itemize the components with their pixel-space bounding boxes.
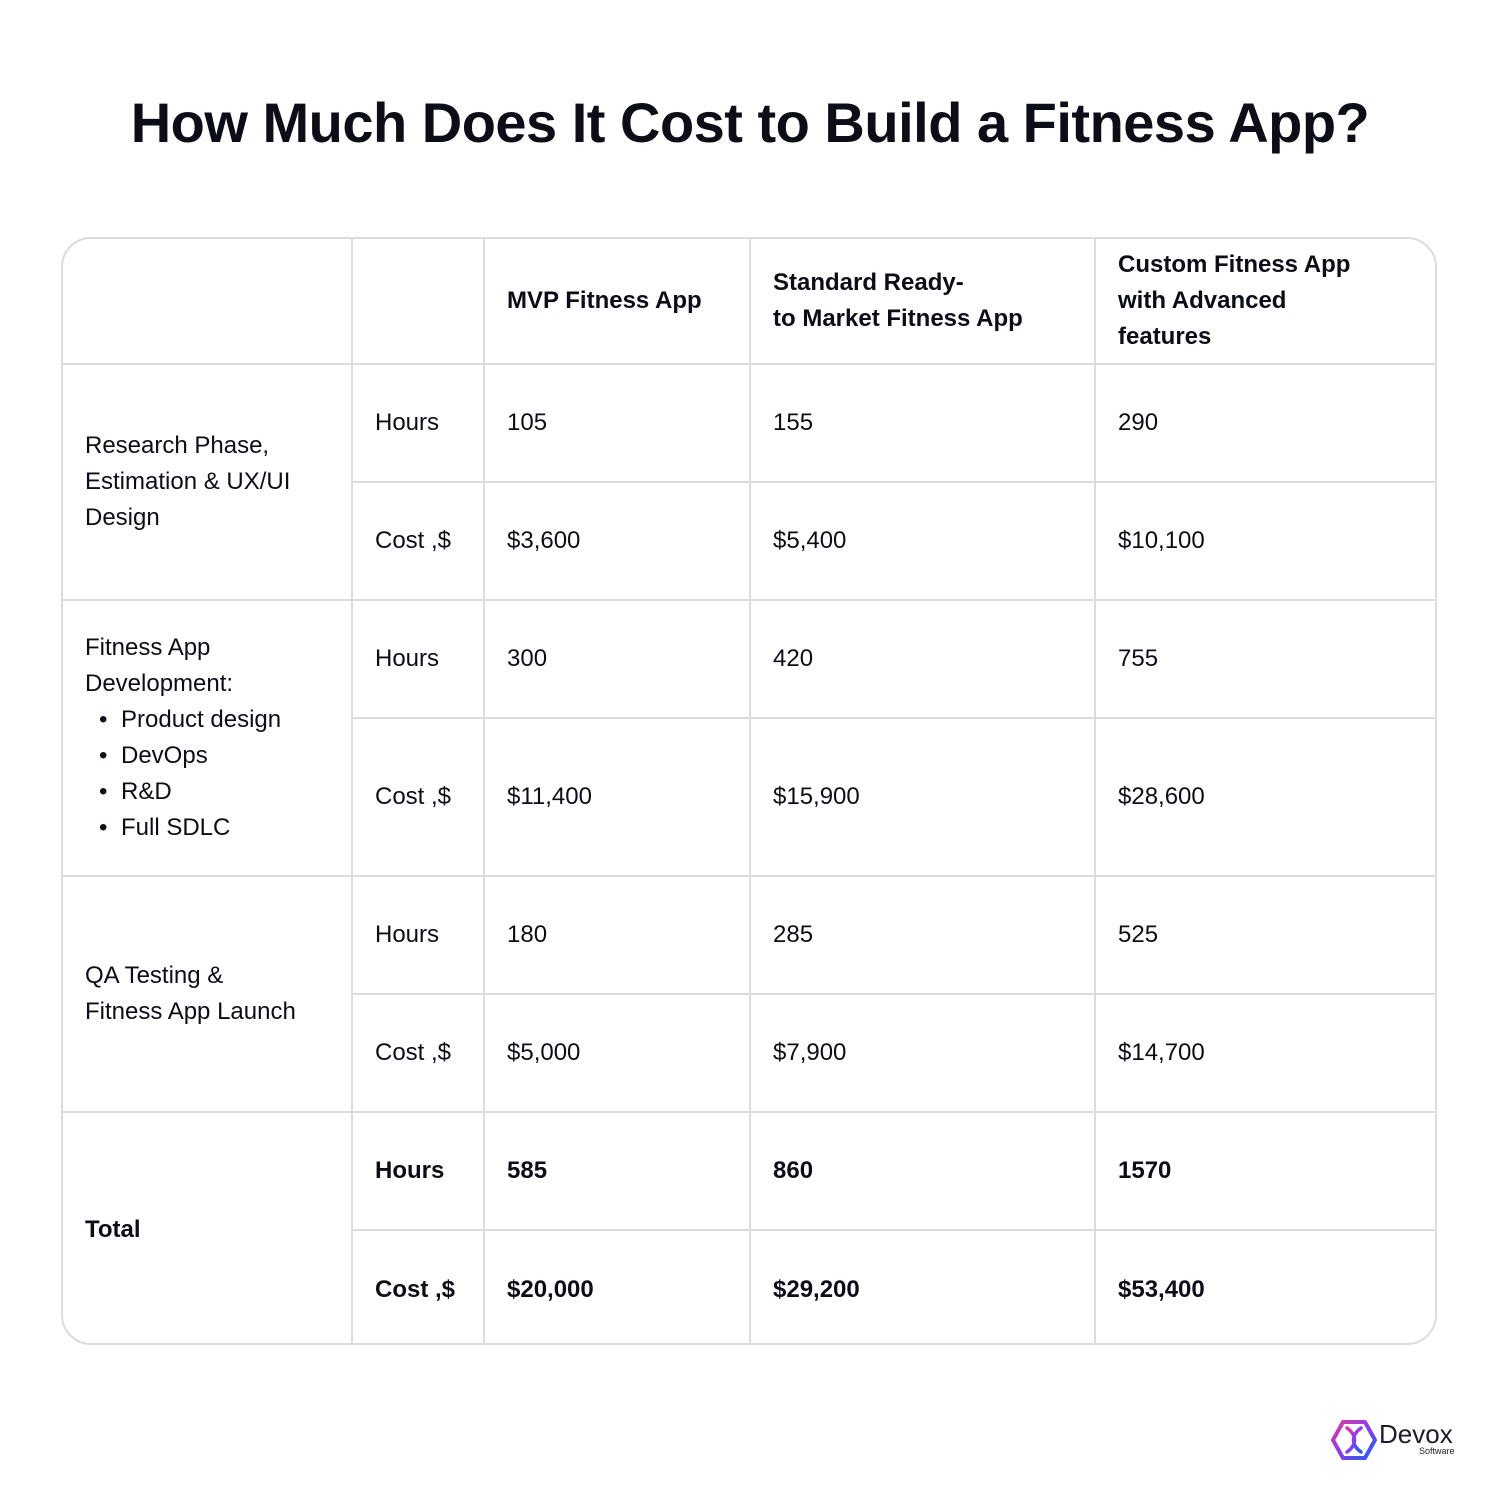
brand-sub: Software — [1419, 1446, 1455, 1456]
table-cell: 525 — [1094, 875, 1435, 995]
table-cell: $15,900 — [749, 717, 1096, 877]
table-cell: 300 — [483, 599, 751, 719]
table-cell: 420 — [749, 599, 1096, 719]
table-cell: 290 — [1094, 363, 1435, 483]
table-cell: 155 — [749, 363, 1096, 483]
brand-name: Devox — [1379, 1419, 1453, 1449]
table-cell: $7,900 — [749, 993, 1096, 1113]
table-cell: $10,100 — [1094, 481, 1435, 601]
table-cell: 585 — [483, 1111, 751, 1231]
table-cell: $5,400 — [749, 481, 1096, 601]
brand-logo: Devox Software — [1331, 1415, 1471, 1465]
row-type-label: Hours — [351, 363, 485, 483]
row-type-label: Hours — [351, 599, 485, 719]
table-cell: $20,000 — [483, 1229, 751, 1343]
table-cell: $11,400 — [483, 717, 751, 877]
table-row: Research Phase, Estimation & UX/UI Desig… — [63, 363, 1435, 601]
header-cell — [351, 239, 485, 365]
table-cell: 860 — [749, 1111, 1096, 1231]
section-label-qa: QA Testing & Fitness App Launch — [63, 875, 353, 1113]
cost-table: MVP Fitness App Standard Ready- to Marke… — [61, 237, 1437, 1345]
table-cell: $28,600 — [1094, 717, 1435, 877]
table-cell: 1570 — [1094, 1111, 1435, 1231]
header-cell-custom: Custom Fitness App with Advanced feature… — [1094, 239, 1435, 365]
table-row: Cost ,$ $5,000 $7,900 $14,700 — [63, 993, 1435, 1113]
table-cell: $29,200 — [749, 1229, 1096, 1343]
row-type-label: Hours — [351, 1111, 485, 1231]
list-item: Product design — [99, 702, 329, 738]
table-row: Fitness App Development: Product design … — [63, 599, 1435, 877]
section-label-total: Total — [63, 1111, 353, 1343]
row-type-label: Hours — [351, 875, 485, 995]
table-cell: $3,600 — [483, 481, 751, 601]
table-cell: 105 — [483, 363, 751, 483]
table-row: QA Testing & Fitness App Launch Hours 18… — [63, 875, 1435, 1113]
page-title: How Much Does It Cost to Build a Fitness… — [130, 91, 1370, 154]
row-type-label: Cost ,$ — [352, 993, 485, 1113]
list-item: DevOps — [99, 738, 329, 774]
table-cell: $5,000 — [483, 993, 751, 1113]
table-row-total: Cost ,$ $20,000 $29,200 $53,400 — [63, 1229, 1435, 1343]
header-cell-mvp: MVP Fitness App — [483, 239, 751, 365]
devox-logo-icon — [1331, 1420, 1377, 1460]
table-row-total: Total Hours 585 860 1570 — [63, 1111, 1435, 1343]
table-row: Cost ,$ $3,600 $5,400 $10,100 — [63, 481, 1435, 601]
table-cell: 755 — [1094, 599, 1435, 719]
development-bullet-list: Product design DevOps R&D Full SDLC — [85, 702, 329, 846]
table-header-row: MVP Fitness App Standard Ready- to Marke… — [63, 239, 1435, 365]
header-cell-standard: Standard Ready- to Market Fitness App — [749, 239, 1096, 365]
row-type-label: Cost ,$ — [352, 717, 485, 877]
table-cell: 180 — [483, 875, 751, 995]
header-cell — [63, 239, 353, 365]
table-cell: 285 — [749, 875, 1096, 995]
row-type-label: Cost ,$ — [352, 1229, 485, 1343]
table-cell: $14,700 — [1094, 993, 1435, 1113]
row-type-label: Cost ,$ — [352, 481, 485, 601]
section-label-research: Research Phase, Estimation & UX/UI Desig… — [63, 363, 353, 601]
list-item: R&D — [99, 774, 329, 810]
list-item: Full SDLC — [99, 810, 329, 846]
table-row: Cost ,$ $11,400 $15,900 $28,600 — [63, 717, 1435, 877]
section-development: Fitness App Development: Product design … — [63, 599, 353, 877]
section-label-development: Fitness App Development: — [85, 634, 234, 697]
table-cell: $53,400 — [1094, 1229, 1435, 1343]
